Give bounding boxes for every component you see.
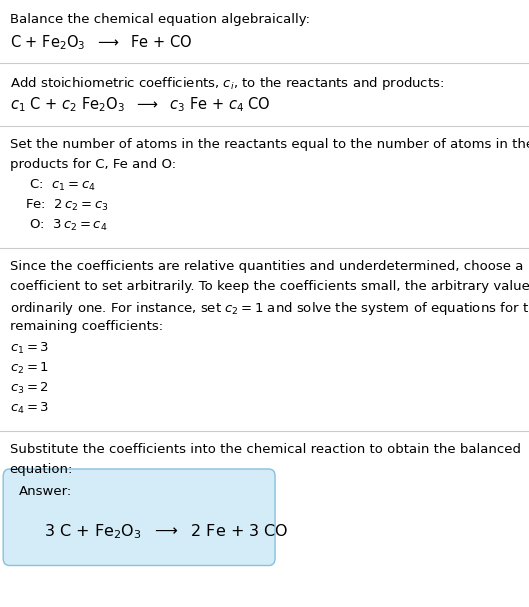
Text: equation:: equation: bbox=[10, 463, 73, 476]
Text: $c_1 = 3$: $c_1 = 3$ bbox=[10, 341, 49, 356]
Text: $c_2 = 1$: $c_2 = 1$ bbox=[10, 361, 49, 376]
Text: $c_3 = 2$: $c_3 = 2$ bbox=[10, 381, 49, 396]
Text: $c_1$ C + $c_2$ Fe$_2$O$_3$  $\longrightarrow$  $c_3$ Fe + $c_4$ CO: $c_1$ C + $c_2$ Fe$_2$O$_3$ $\longrighta… bbox=[10, 95, 270, 114]
Text: Balance the chemical equation algebraically:: Balance the chemical equation algebraica… bbox=[10, 13, 309, 26]
Text: Since the coefficients are relative quantities and underdetermined, choose a: Since the coefficients are relative quan… bbox=[10, 260, 523, 273]
Text: Answer:: Answer: bbox=[19, 486, 72, 498]
Text: O:  $3\,c_2 = c_4$: O: $3\,c_2 = c_4$ bbox=[25, 218, 108, 232]
FancyBboxPatch shape bbox=[3, 469, 275, 566]
Text: 3 C + Fe$_2$O$_3$  $\longrightarrow$  2 Fe + 3 CO: 3 C + Fe$_2$O$_3$ $\longrightarrow$ 2 Fe… bbox=[44, 523, 288, 541]
Text: ordinarily one. For instance, set $c_2 = 1$ and solve the system of equations fo: ordinarily one. For instance, set $c_2 =… bbox=[10, 300, 529, 317]
Text: products for C, Fe and O:: products for C, Fe and O: bbox=[10, 158, 176, 171]
Text: Substitute the coefficients into the chemical reaction to obtain the balanced: Substitute the coefficients into the che… bbox=[10, 443, 521, 456]
Text: remaining coefficients:: remaining coefficients: bbox=[10, 320, 162, 333]
Text: coefficient to set arbitrarily. To keep the coefficients small, the arbitrary va: coefficient to set arbitrarily. To keep … bbox=[10, 280, 529, 293]
Text: Add stoichiometric coefficients, $c_i$, to the reactants and products:: Add stoichiometric coefficients, $c_i$, … bbox=[10, 75, 444, 92]
Text: Fe:  $2\,c_2 = c_3$: Fe: $2\,c_2 = c_3$ bbox=[25, 198, 109, 212]
Text: Set the number of atoms in the reactants equal to the number of atoms in the: Set the number of atoms in the reactants… bbox=[10, 138, 529, 151]
Text: C:  $c_1 = c_4$: C: $c_1 = c_4$ bbox=[25, 178, 96, 192]
Text: $c_4 = 3$: $c_4 = 3$ bbox=[10, 401, 49, 416]
Text: C + Fe$_2$O$_3$  $\longrightarrow$  Fe + CO: C + Fe$_2$O$_3$ $\longrightarrow$ Fe + C… bbox=[10, 33, 191, 52]
